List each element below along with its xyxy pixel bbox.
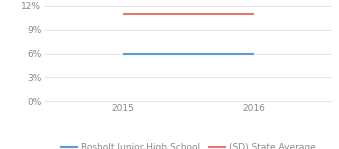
Legend: Rosholt Junior High School, (SD) State Average: Rosholt Junior High School, (SD) State A… — [57, 140, 319, 149]
